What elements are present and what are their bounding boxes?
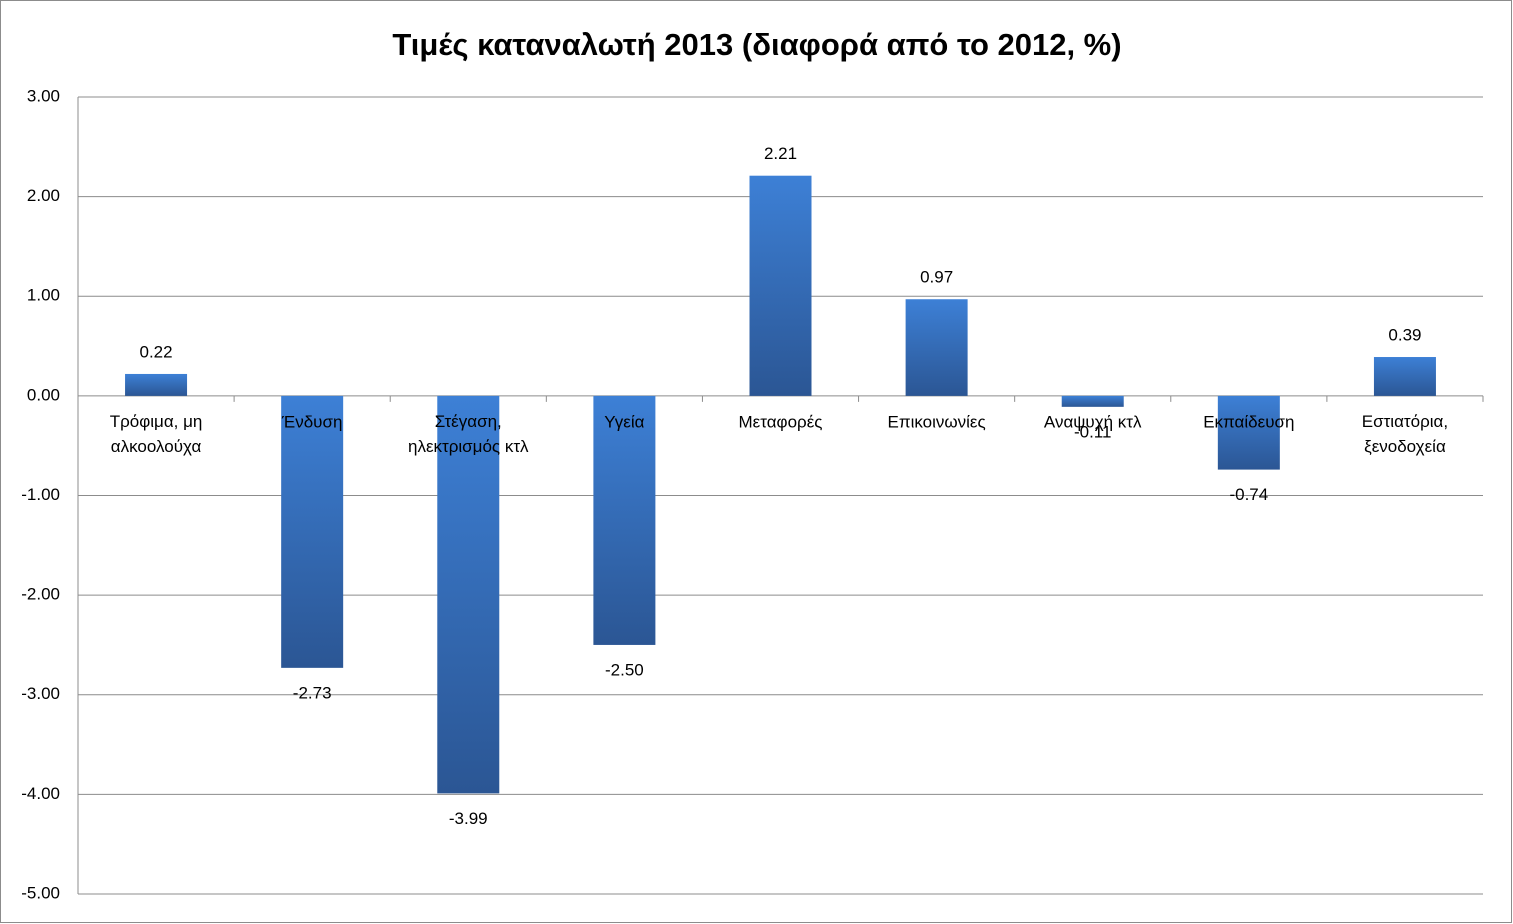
x-tick-label: Μεταφορές — [739, 412, 823, 431]
bar — [749, 175, 812, 396]
data-label: 0.22 — [140, 342, 173, 361]
y-tick-label: 3.00 — [27, 86, 60, 105]
chart-title: Τιμές καταναλωτή 2013 (διαφορά από το 20… — [392, 27, 1121, 62]
y-tick-label: -5.00 — [21, 883, 60, 902]
bar — [1373, 357, 1436, 396]
x-tick-label: Στέγαση, ηλεκτρισμός κτλ — [408, 412, 529, 456]
y-tick-label: 2.00 — [27, 186, 60, 205]
x-tick-label: Τρόφιμα, μη αλκοολούχα — [110, 412, 203, 456]
x-tick-label: Εκπαίδευση — [1203, 412, 1294, 431]
bar — [437, 395, 500, 794]
data-label: 0.39 — [1388, 326, 1421, 345]
data-label: -2.50 — [605, 660, 644, 679]
y-tick-label: 1.00 — [27, 286, 60, 305]
x-tick-label: Ένδυση — [281, 412, 343, 431]
data-label: -2.73 — [293, 683, 332, 702]
bar — [1217, 395, 1280, 470]
data-label: 0.97 — [920, 268, 953, 287]
y-tick-label: -3.00 — [21, 684, 60, 703]
y-tick-label: -4.00 — [21, 784, 60, 803]
x-tick-label: Αναψυχή κτλ — [1044, 412, 1142, 431]
data-label: -0.74 — [1229, 485, 1268, 504]
x-tick-label: Υγεία — [604, 412, 644, 431]
bar — [593, 395, 656, 645]
bar — [905, 299, 968, 396]
bar — [125, 373, 188, 396]
y-tick-label: 0.00 — [27, 385, 60, 404]
bar — [1061, 395, 1124, 407]
data-label: -0.11 — [1074, 422, 1112, 441]
data-label: 2.21 — [764, 144, 797, 163]
x-tick-label: Επικοινωνίες — [888, 412, 986, 431]
x-tick-label: Εστιατόρια, ξενοδοχεία — [1362, 412, 1448, 456]
bar — [281, 395, 344, 668]
y-tick-label: -1.00 — [21, 485, 60, 504]
y-tick-label: -2.00 — [21, 585, 60, 604]
data-label: -3.99 — [449, 809, 488, 828]
